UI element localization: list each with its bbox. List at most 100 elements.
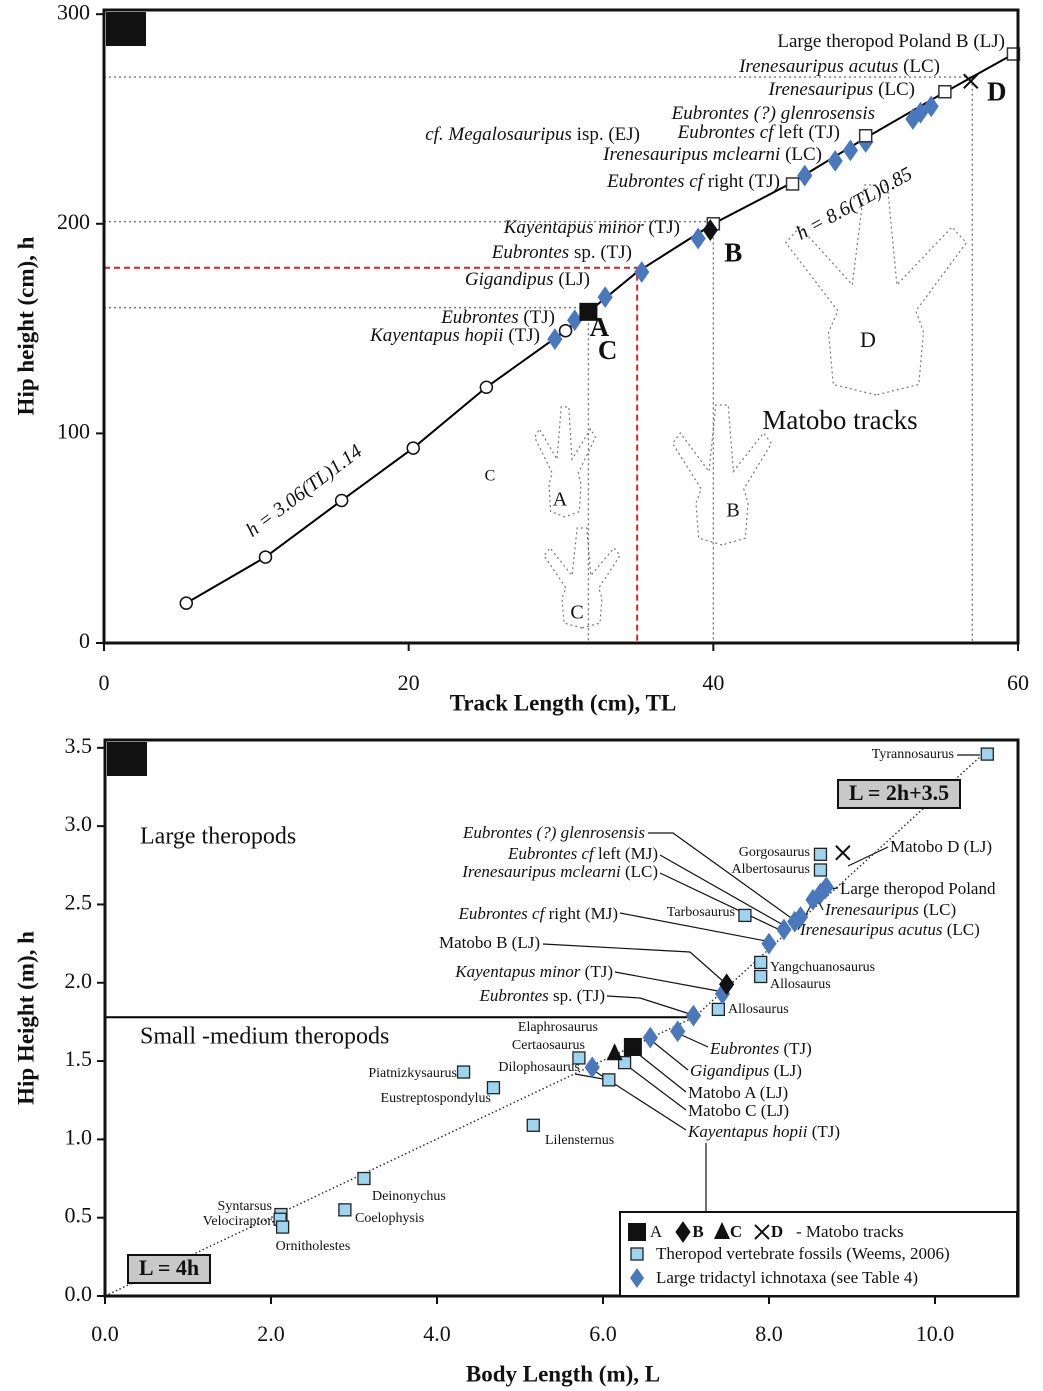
legend-marker — [628, 1223, 646, 1241]
legend-label: D — [771, 1222, 783, 1241]
label-text: Matobo D (LJ) — [890, 837, 992, 856]
label-italic: Irenesauripus acutus — [738, 56, 898, 77]
taxon-label: Matobo D (LJ) — [890, 837, 992, 856]
taxon-label: Irenesauripus (LC) — [824, 900, 956, 919]
taxon-label: Eubrontes cf left (TJ) — [677, 122, 840, 143]
track-label: A — [553, 489, 568, 511]
data-point — [560, 325, 572, 337]
label-text: Matobo B (LJ) — [439, 933, 540, 952]
taxon-label: Irenesauripus acutus (LC) — [738, 56, 940, 77]
legend-label: A — [650, 1222, 663, 1241]
fossil-label: Deinonychus — [372, 1189, 446, 1204]
region-label: Small -medium theropods — [140, 1024, 389, 1050]
label-italic: Eubrontes cf — [677, 122, 777, 143]
label-italic: Kayentapus minor — [503, 217, 644, 238]
data-point — [755, 956, 767, 968]
label-text: (LC) — [903, 56, 940, 77]
y-tick-label: 0.5 — [65, 1203, 93, 1228]
data-point — [603, 1074, 615, 1086]
label-text: Matobo A (LJ) — [688, 1083, 788, 1102]
fossil-label: Elaphrosaurus — [518, 1020, 598, 1035]
y-tick-label: 100 — [57, 418, 90, 443]
label-text: left (TJ) — [778, 122, 840, 143]
taxon-label: Eubrontes (TJ) — [709, 1039, 812, 1058]
data-point — [527, 1119, 539, 1131]
track-label: C — [570, 602, 583, 624]
y-tick-label: 300 — [57, 0, 90, 24]
x-tick-label: 10.0 — [916, 1321, 955, 1346]
matobo-label: B — [724, 237, 742, 267]
fossil-label: Lilensternus — [545, 1133, 614, 1148]
x-tick-label: 20 — [398, 670, 420, 695]
x-tick-label: 6.0 — [589, 1321, 617, 1346]
data-point — [277, 1221, 289, 1233]
legend-label: C — [730, 1222, 742, 1241]
x-tick-label: 8.0 — [755, 1321, 783, 1346]
label-italic: Eubrontes cf — [458, 904, 547, 923]
legend-label: B — [692, 1222, 703, 1241]
y-tick-label: 1.5 — [65, 1046, 93, 1071]
region-label: Large theropods — [140, 824, 296, 850]
data-point — [339, 1204, 351, 1216]
y-tick-label: 2.0 — [65, 968, 93, 993]
x-tick-label: 2.0 — [257, 1321, 285, 1346]
data-point — [787, 178, 799, 190]
label-italic: Eubrontes — [709, 1039, 780, 1058]
track-label: C — [485, 468, 496, 485]
matobo-label: D — [987, 76, 1007, 106]
x-tick-label: 4.0 — [423, 1321, 451, 1346]
label-text: Matobo C (LJ) — [688, 1101, 789, 1120]
taxon-label: Irenesauripus acutus (LC) — [799, 920, 980, 939]
label-italic: Kayentapus hopii — [687, 1122, 808, 1141]
x-tick-label: 0 — [99, 670, 110, 695]
label-text: (LC) — [625, 862, 658, 881]
y-axis-title: Hip height (cm), h — [13, 236, 38, 415]
data-point — [336, 494, 348, 506]
label-italic: Eubrontes (?) glenrosensis — [462, 823, 645, 842]
label-text: (LJ) — [558, 269, 590, 290]
taxon-label: Matobo C (LJ) — [688, 1101, 789, 1120]
label-text: sp. (TJ) — [553, 986, 605, 1005]
y-axis-title: Hip Height (m), h — [13, 931, 38, 1105]
data-point — [814, 864, 826, 876]
data-point — [624, 1038, 642, 1056]
fossil-label: Gorgosaurus — [739, 845, 810, 860]
label-italic: Eubrontes cf — [507, 844, 596, 863]
label-italic: cf. Megalosauripus — [425, 124, 572, 145]
x-axis-title: Track Length (cm), TL — [450, 690, 677, 715]
panel-label: A — [116, 12, 137, 43]
fossil-label: Allosaurus — [770, 977, 831, 992]
equation: L = 2h+3.5 — [849, 780, 949, 805]
fossil-label: Allosaurus — [728, 1002, 789, 1017]
legend-marker — [631, 1248, 643, 1260]
fossil-label: Yangchuanosaurus — [770, 960, 875, 975]
label-italic: Eubrontes (?) glenrosensis — [671, 103, 875, 124]
label-italic: Gigandipus — [465, 269, 554, 290]
data-point — [981, 748, 993, 760]
panel-label: B — [118, 742, 137, 773]
fossil-label: Albertosaurus — [731, 862, 810, 877]
taxon-label: Irenesauripus mclearni (LC) — [461, 862, 658, 881]
x-tick-label: 60 — [1007, 670, 1029, 695]
figure: 02040600100200300Track Length (cm), TLHi… — [0, 0, 1043, 1391]
label-italic: Gigandipus — [690, 1061, 770, 1080]
label-text: (LJ) — [774, 1061, 802, 1080]
fossil-label: Dilophosaurus — [498, 1060, 580, 1075]
label-italic: Kayentapus hopii — [369, 325, 504, 346]
data-point — [939, 86, 951, 98]
fossil-label: Tarbosaurus — [667, 905, 735, 920]
label-text: left (MJ) — [598, 844, 658, 863]
taxon-label: Kayentapus hopii (TJ) — [369, 325, 540, 346]
y-tick-label: 3.0 — [65, 811, 93, 836]
label-text: (TJ) — [585, 962, 613, 981]
label-text: sp. (TJ) — [574, 242, 632, 263]
fossil-label: Certaosaurus — [512, 1038, 585, 1053]
data-point — [458, 1066, 470, 1078]
data-point — [739, 909, 751, 921]
label-text: (TJ) — [812, 1122, 840, 1141]
label-text: Large theropod Poland B (LJ) — [777, 31, 1005, 52]
taxon-label: Eubrontes (?) glenrosensis — [671, 103, 875, 124]
data-point — [712, 1003, 724, 1015]
data-point — [480, 381, 492, 393]
fossil-label: Coelophysis — [355, 1211, 424, 1226]
